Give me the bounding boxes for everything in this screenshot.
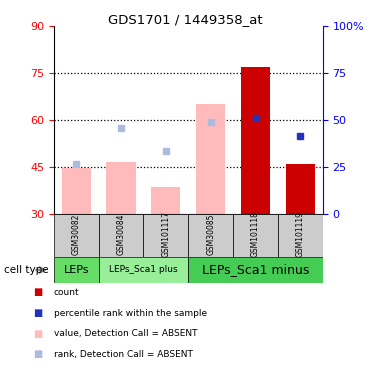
Text: LEPs_Sca1 minus: LEPs_Sca1 minus <box>202 264 309 276</box>
Bar <box>286 164 315 214</box>
Bar <box>99 257 188 283</box>
Text: ■: ■ <box>33 288 43 297</box>
Bar <box>188 214 233 257</box>
Text: GDS1701 / 1449358_at: GDS1701 / 1449358_at <box>108 13 263 26</box>
Text: ■: ■ <box>33 308 43 318</box>
Bar <box>233 214 278 257</box>
Text: percentile rank within the sample: percentile rank within the sample <box>54 309 207 318</box>
Text: GSM30082: GSM30082 <box>72 214 81 255</box>
Bar <box>196 104 225 214</box>
Text: count: count <box>54 288 79 297</box>
Text: value, Detection Call = ABSENT: value, Detection Call = ABSENT <box>54 329 197 338</box>
Bar <box>54 257 99 283</box>
Text: ■: ■ <box>33 350 43 359</box>
Bar <box>54 214 99 257</box>
Bar <box>106 162 136 214</box>
Text: LEPs_Sca1 plus: LEPs_Sca1 plus <box>109 266 178 274</box>
Text: LEPs: LEPs <box>63 265 89 275</box>
Bar <box>62 168 91 214</box>
Bar <box>241 67 270 214</box>
Bar <box>151 187 180 214</box>
Text: GSM30084: GSM30084 <box>116 214 125 255</box>
Text: GSM101117: GSM101117 <box>161 211 170 258</box>
Text: GSM30085: GSM30085 <box>206 214 215 255</box>
Bar <box>99 214 144 257</box>
Text: ■: ■ <box>33 329 43 339</box>
Text: rank, Detection Call = ABSENT: rank, Detection Call = ABSENT <box>54 350 193 359</box>
Bar <box>144 214 188 257</box>
Text: GSM101119: GSM101119 <box>296 211 305 258</box>
Bar <box>188 257 323 283</box>
Text: GSM101118: GSM101118 <box>251 211 260 257</box>
Text: cell type: cell type <box>4 265 48 275</box>
Bar <box>278 214 323 257</box>
